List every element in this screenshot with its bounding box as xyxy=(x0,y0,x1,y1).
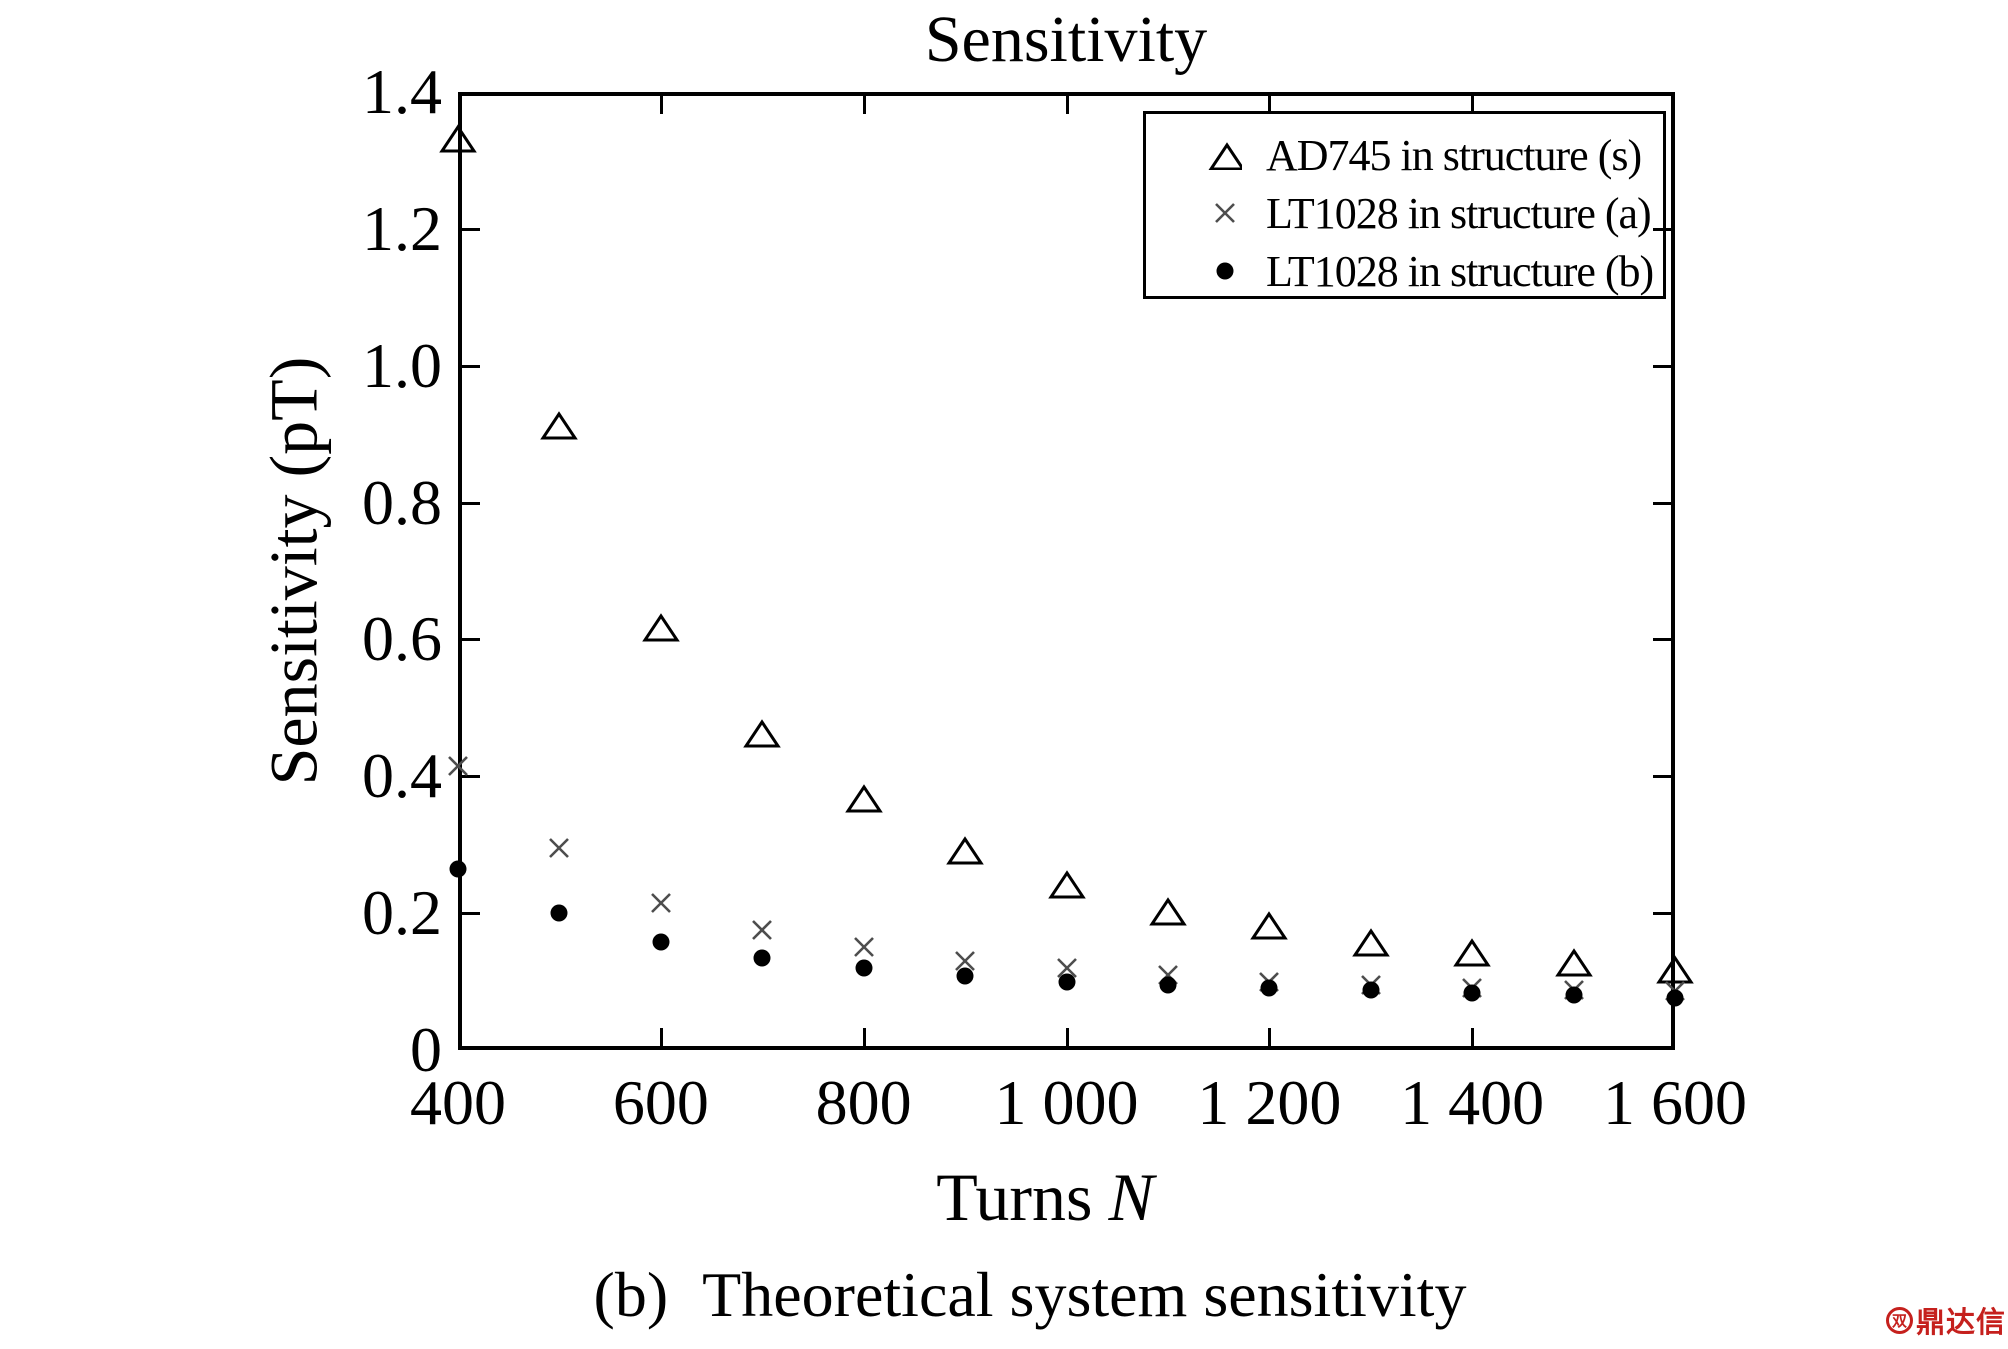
dot-marker xyxy=(854,958,874,978)
y-tick-label: 0.6 xyxy=(362,603,442,675)
axis-tick xyxy=(659,96,663,114)
triangle-marker xyxy=(1047,869,1086,901)
x-tick-label: 400 xyxy=(410,1067,506,1138)
y-tick-label: 0 xyxy=(410,1014,442,1085)
dot-marker xyxy=(651,932,671,952)
axis-tick xyxy=(1653,364,1671,368)
triangle-marker xyxy=(1149,896,1187,928)
triangle-marker xyxy=(1554,947,1593,979)
axis-tick xyxy=(1653,775,1671,779)
axis-tick xyxy=(862,96,866,114)
x-tick-label: 1 200 xyxy=(1197,1067,1342,1138)
y-tick-label: 1.0 xyxy=(362,329,442,401)
dot-marker xyxy=(1564,985,1584,1005)
x-marker xyxy=(852,935,876,959)
y-tick-label: 0.4 xyxy=(362,740,442,812)
dot-marker xyxy=(1057,972,1077,992)
triangle-marker xyxy=(439,123,477,155)
watermark-text: 鼎达信 xyxy=(1915,1305,2006,1339)
triangle-icon xyxy=(1194,141,1256,170)
triangle-marker xyxy=(844,783,883,815)
axis-tick xyxy=(462,775,480,779)
x-axis-label-variable: N xyxy=(1108,1159,1154,1235)
legend-item: AD745 in structure (s) xyxy=(1146,126,1663,184)
x-marker xyxy=(649,891,673,915)
dot-marker xyxy=(1665,988,1685,1008)
triangle-marker xyxy=(946,835,984,867)
x-tick-label: 1 600 xyxy=(1603,1067,1747,1138)
x-icon xyxy=(1194,201,1256,225)
dot-marker xyxy=(1361,980,1381,1000)
triangle-marker xyxy=(1250,910,1289,942)
legend-item-label: LT1028 in structure (b) xyxy=(1266,246,1654,296)
x-axis-label-text: Turns xyxy=(936,1159,1093,1235)
axis-tick xyxy=(1268,1028,1272,1046)
axis-tick xyxy=(1065,1028,1069,1046)
dot-marker xyxy=(955,966,975,986)
caption-tag: (b) xyxy=(593,1259,669,1330)
triangle-marker xyxy=(540,410,579,442)
y-tick-label: 1.4 xyxy=(362,56,442,127)
axis-tick xyxy=(462,227,480,231)
axis-tick xyxy=(462,364,480,368)
x-tick-label: 800 xyxy=(815,1067,912,1138)
triangle-marker xyxy=(1351,927,1390,959)
dot-icon xyxy=(1194,261,1256,281)
triangle-marker xyxy=(1453,937,1491,969)
watermark-logo-icon: 双 xyxy=(1885,1306,1913,1334)
x-marker xyxy=(446,754,470,778)
y-axis-label: Sensitivity (pT) xyxy=(255,356,332,786)
caption-text: Theoretical system sensitivity xyxy=(702,1259,1467,1330)
legend-item: LT1028 in structure (a) xyxy=(1146,184,1663,242)
y-tick-label: 0.8 xyxy=(362,466,442,538)
dot-marker xyxy=(549,903,569,923)
dot-marker xyxy=(1259,978,1279,998)
chart-title: Sensitivity xyxy=(924,3,1208,76)
legend-item: LT1028 in structure (b) xyxy=(1146,242,1663,300)
triangle-marker xyxy=(642,612,680,644)
axis-tick xyxy=(462,501,480,505)
x-tick-label: 1 400 xyxy=(1400,1067,1545,1138)
axis-tick xyxy=(1471,96,1475,114)
dot-marker xyxy=(1158,975,1178,995)
legend-item-label: AD745 in structure (s) xyxy=(1266,130,1642,180)
x-marker xyxy=(547,836,571,860)
dot-marker xyxy=(752,948,772,968)
axis-tick xyxy=(462,912,480,916)
axis-tick xyxy=(1653,638,1671,642)
axis-tick xyxy=(1653,501,1671,505)
x-tick-label: 600 xyxy=(612,1067,709,1138)
figure-caption: (b) Theoretical system sensitivity xyxy=(594,1258,1467,1332)
dot-marker xyxy=(1462,983,1482,1003)
y-tick-label: 1.2 xyxy=(362,192,442,264)
axis-tick xyxy=(1653,227,1671,231)
x-marker xyxy=(1055,956,1079,980)
axis-tick xyxy=(1471,1028,1475,1046)
x-tick-label: 1 000 xyxy=(994,1067,1139,1138)
axis-tick xyxy=(1653,912,1671,916)
legend-item-label: LT1028 in structure (a) xyxy=(1266,188,1652,238)
dot-marker xyxy=(448,859,468,879)
axis-tick xyxy=(659,1028,663,1046)
x-axis-label: Turns N xyxy=(936,1158,1154,1237)
axis-tick xyxy=(862,1028,866,1046)
watermark: 双 鼎达信 xyxy=(1885,1299,2006,1341)
axis-tick xyxy=(1065,96,1069,114)
legend: AD745 in structure (s) LT1028 in structur… xyxy=(1143,111,1666,299)
axis-tick xyxy=(1268,96,1272,114)
triangle-marker xyxy=(743,718,782,750)
axis-tick xyxy=(462,638,480,642)
triangle-marker xyxy=(1656,954,1694,986)
y-tick-label: 0.2 xyxy=(362,877,442,949)
x-marker xyxy=(953,949,977,973)
x-marker xyxy=(750,918,774,942)
